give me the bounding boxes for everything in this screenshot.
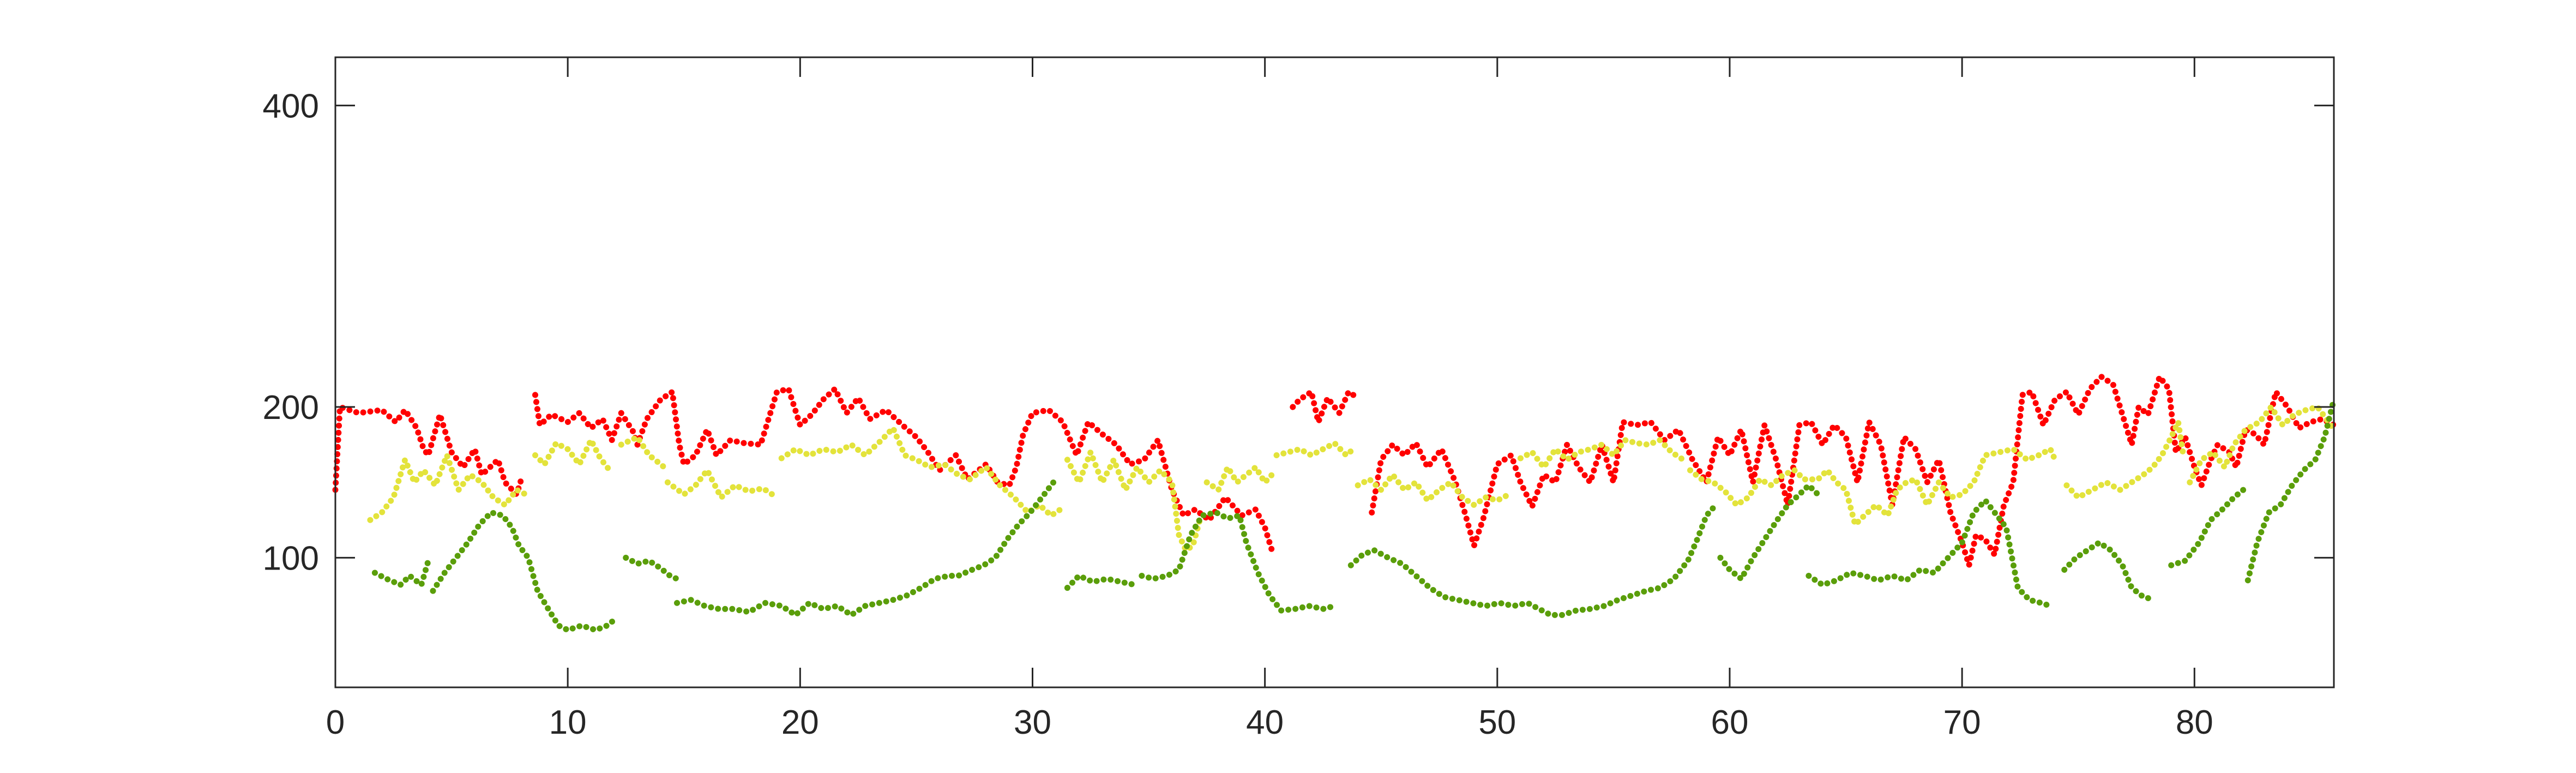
series-1-run-10 [1687, 446, 2059, 528]
series-1-run-11 [2063, 419, 2186, 501]
series-2-run-5 [1139, 510, 1338, 614]
series-1-run-4 [778, 425, 1064, 519]
series-0-run-1 [532, 386, 1275, 554]
series-2-run-8 [1805, 497, 2054, 609]
series-2-run-6 [1347, 502, 1719, 618]
series-0-run-0 [332, 404, 525, 498]
series-1-run-6 [1203, 464, 1275, 493]
series-1-run-2 [618, 434, 671, 474]
series-1-run-1 [532, 437, 613, 474]
series-2-run-7 [1717, 482, 1821, 582]
y-tick-label: 200 [263, 389, 319, 427]
series-1-run-9 [1517, 437, 1687, 471]
series-2-run-3 [674, 479, 1057, 618]
x-tick-label: 70 [1943, 704, 1981, 741]
plot-background [335, 57, 2334, 687]
y-tick-label: 400 [263, 87, 319, 125]
series-1-run-3 [664, 467, 775, 501]
series-1 [367, 404, 2337, 554]
x-tick-label: 80 [2176, 704, 2213, 741]
x-tick-label: 0 [326, 704, 345, 741]
series-0-run-2 [1290, 388, 1361, 426]
series-0 [332, 374, 2337, 568]
x-tick-label: 40 [1246, 704, 1284, 741]
series-1-run-5 [1064, 449, 1203, 554]
series-2-run-10 [2168, 487, 2247, 568]
series-1-run-7 [1273, 440, 1357, 458]
series-1-run-0 [367, 452, 529, 523]
x-tick-label: 50 [1478, 704, 1516, 741]
series-2-run-4 [1064, 573, 1138, 591]
series-2-run-2 [623, 554, 680, 582]
series-2-run-11 [2244, 396, 2337, 584]
x-tick-label: 60 [1711, 704, 1748, 741]
series-2-run-1 [430, 510, 620, 633]
series-2 [371, 396, 2337, 633]
x-tick-label: 10 [549, 704, 587, 741]
series-2-run-0 [371, 558, 431, 588]
y-tick-label: 100 [263, 540, 319, 577]
series-layer [332, 374, 2337, 633]
series-0-run-3 [1369, 374, 2337, 568]
series-2-run-9 [2061, 540, 2158, 603]
x-tick-label: 30 [1014, 704, 1051, 741]
tick-labels: 0 10 20 30 40 50 60 70 80 100 200 400 [263, 87, 2213, 741]
series-1-run-12 [2187, 404, 2337, 486]
series-1-run-8 [1355, 471, 1512, 508]
plot-frame [334, 56, 2335, 688]
x-tick-label: 20 [781, 704, 819, 741]
